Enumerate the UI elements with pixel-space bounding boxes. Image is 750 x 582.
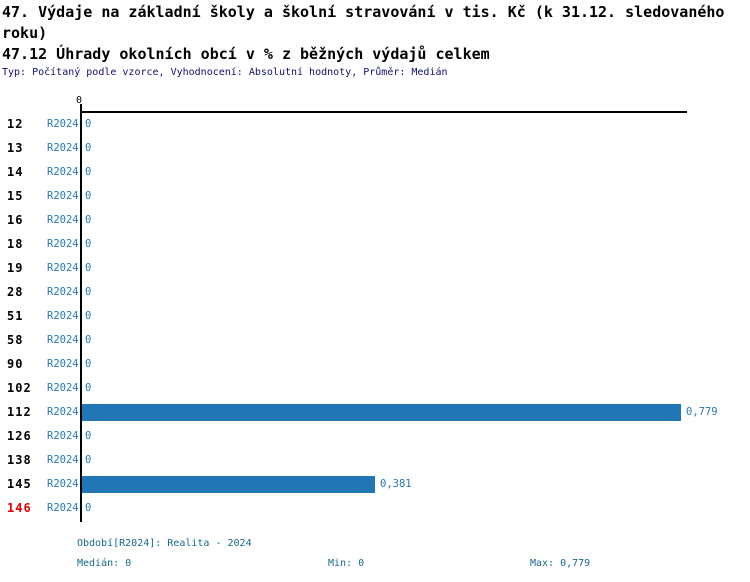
row-value-label: 0,381 — [380, 478, 412, 490]
chart-row: 16 R2024 0 — [0, 208, 750, 232]
row-series-label: R2024 — [47, 382, 79, 394]
row-value-label: 0 — [85, 334, 92, 346]
row-value-label: 0,779 — [686, 406, 718, 418]
row-value-label: 0 — [85, 118, 92, 130]
chart-row: 51 R2024 0 — [0, 304, 750, 328]
chart-row: 28 R2024 0 — [0, 280, 750, 304]
row-value-label: 0 — [85, 262, 92, 274]
chart-row: 126 R2024 0 — [0, 424, 750, 448]
x-axis-line — [80, 111, 687, 113]
row-series-label: R2024 — [47, 214, 79, 226]
y-axis-line — [80, 104, 82, 522]
chart-row: 18 R2024 0 — [0, 232, 750, 256]
row-series-label: R2024 — [47, 358, 79, 370]
row-value-label: 0 — [85, 190, 92, 202]
chart-row: 12 R2024 0 — [0, 112, 750, 136]
row-series-label: R2024 — [47, 142, 79, 154]
row-series-label: R2024 — [47, 334, 79, 346]
row-index-label: 145 — [7, 477, 32, 491]
row-value-label: 0 — [85, 142, 92, 154]
axis-tick-zero: 0 — [75, 95, 83, 106]
row-index-label: 112 — [7, 405, 32, 419]
report-header: 47. Výdaje na základní školy a školní st… — [2, 2, 748, 65]
chart-row: 19 R2024 0 — [0, 256, 750, 280]
row-series-label: R2024 — [47, 166, 79, 178]
chart-row: 102 R2024 0 — [0, 376, 750, 400]
row-index-label: 19 — [7, 261, 24, 275]
row-value-label: 0 — [85, 382, 92, 394]
row-index-label: 146 — [7, 501, 32, 515]
row-value-label: 0 — [85, 238, 92, 250]
chart-row: 138 R2024 0 — [0, 448, 750, 472]
chart-row: 145 R2024 0,381 — [0, 472, 750, 496]
chart-row: 15 R2024 0 — [0, 184, 750, 208]
row-series-label: R2024 — [47, 406, 79, 418]
row-series-label: R2024 — [47, 262, 79, 274]
row-index-label: 13 — [7, 141, 24, 155]
min-label: Min: 0 — [328, 558, 365, 569]
row-index-label: 14 — [7, 165, 24, 179]
row-index-label: 90 — [7, 357, 24, 371]
row-index-label: 102 — [7, 381, 32, 395]
row-value-label: 0 — [85, 310, 92, 322]
row-series-label: R2024 — [47, 118, 79, 130]
bar — [82, 476, 375, 493]
chart-row: 90 R2024 0 — [0, 352, 750, 376]
row-index-label: 18 — [7, 237, 24, 251]
row-series-label: R2024 — [47, 454, 79, 466]
row-series-label: R2024 — [47, 238, 79, 250]
chart-row: 14 R2024 0 — [0, 160, 750, 184]
bar — [82, 404, 681, 421]
row-index-label: 126 — [7, 429, 32, 443]
chart-rows: 12 R2024 0 13 R2024 0 14 R2024 0 15 R2024 0 16 R2024 0… — [0, 112, 750, 520]
bar-chart: 0 12 R2024 0 13 R2024 0 14 R2024 0 15 R2024 0 16 R202… — [0, 95, 750, 522]
row-value-label: 0 — [85, 430, 92, 442]
row-index-label: 16 — [7, 213, 24, 227]
row-series-label: R2024 — [47, 286, 79, 298]
row-index-label: 58 — [7, 333, 24, 347]
row-series-label: R2024 — [47, 310, 79, 322]
max-label: Max: 0,779 — [530, 558, 591, 569]
row-series-label: R2024 — [47, 478, 79, 490]
row-index-label: 138 — [7, 453, 32, 467]
row-value-label: 0 — [85, 286, 92, 298]
report-title: 47. Výdaje na základní školy a školní st… — [2, 3, 725, 42]
row-series-label: R2024 — [47, 430, 79, 442]
row-index-label: 51 — [7, 309, 24, 323]
chart-row: 58 R2024 0 — [0, 328, 750, 352]
row-index-label: 28 — [7, 285, 24, 299]
row-value-label: 0 — [85, 502, 92, 514]
row-value-label: 0 — [85, 454, 92, 466]
chart-row: 146 R2024 0 — [0, 496, 750, 520]
chart-row: 112 R2024 0,779 — [0, 400, 750, 424]
row-series-label: R2024 — [47, 502, 79, 514]
row-index-label: 15 — [7, 189, 24, 203]
indicator-title: 47.12 Úhrady okolních obcí v % z běžných… — [2, 45, 490, 63]
row-series-label: R2024 — [47, 190, 79, 202]
row-value-label: 0 — [85, 358, 92, 370]
indicator-meta: Typ: Počítaný podle vzorce, Vyhodnocení:… — [2, 67, 448, 78]
row-index-label: 12 — [7, 117, 24, 131]
row-value-label: 0 — [85, 214, 92, 226]
median-label: Medián: 0 — [77, 558, 132, 569]
period-label: Období[R2024]: Realita - 2024 — [77, 538, 252, 549]
row-value-label: 0 — [85, 166, 92, 178]
chart-row: 13 R2024 0 — [0, 136, 750, 160]
